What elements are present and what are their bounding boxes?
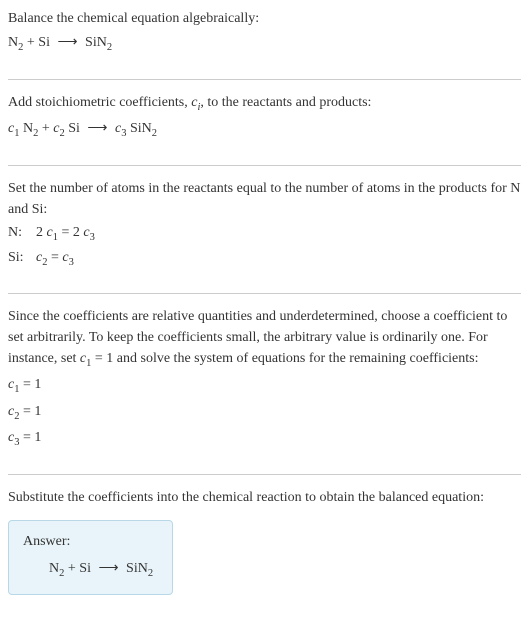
p1: SiN [130,121,152,136]
reactant2: Si [38,35,50,50]
divider [8,79,521,80]
atom-row-n: N: 2 c1 = 2 c3 [8,222,521,246]
eq: = 1 [19,404,41,419]
c2-sub: 2 [59,128,64,139]
section-answer: Substitute the coefficients into the che… [8,487,521,604]
section3-title: Set the number of atoms in the reactants… [8,178,521,220]
section1-title: Balance the chemical equation algebraica… [8,8,521,29]
product1: SiN [85,35,107,50]
atom-label: Si: [8,247,36,268]
arrow-icon: ⟶ [57,32,77,53]
arrow-icon: ⟶ [87,118,107,139]
divider [8,474,521,475]
plus: + [64,561,79,576]
rhs-sub: 3 [69,257,74,268]
divider [8,165,521,166]
title-text1: Add stoichiometric coefficients, [8,95,191,110]
r1: N [23,121,33,136]
atom-label: N: [8,222,36,243]
eq: = 1 [19,377,41,392]
rhs-sub: 3 [90,231,95,242]
answer-equation: N2 + Si ⟶ SiN2 [23,558,158,582]
p1: SiN [126,561,148,576]
section5-title: Substitute the coefficients into the che… [8,487,521,508]
eq: = [47,250,62,265]
section1-equation: N2 + Si ⟶ SiN2 [8,32,521,56]
title-text2: , to the reactants and products: [200,95,371,110]
section-stoichiometric: Add stoichiometric coefficients, ci, to … [8,92,521,153]
r2: Si [68,121,80,136]
section-atoms: Set the number of atoms in the reactants… [8,178,521,281]
answer-label: Answer: [23,531,158,552]
plus: + [23,35,38,50]
r1: N [49,561,59,576]
section-solve: Since the coefficients are relative quan… [8,306,521,462]
rhs-coef: 2 [73,225,84,240]
plus: + [38,121,53,136]
atom-row-si: Si: c2 = c3 [8,247,521,271]
product1-sub: 2 [107,42,112,53]
section2-title: Add stoichiometric coefficients, ci, to … [8,92,521,116]
answer-box: Answer: N2 + Si ⟶ SiN2 [8,520,173,596]
divider [8,293,521,294]
r2: Si [79,561,91,576]
section2-equation: c1 N2 + c2 Si ⟶ c3 SiN2 [8,118,521,142]
coeff-row-3: c3 = 1 [8,427,521,451]
para-text2: = 1 and solve the system of equations fo… [91,351,478,366]
section-balance: Balance the chemical equation algebraica… [8,8,521,67]
coeff-row-2: c2 = 1 [8,401,521,425]
section4-para: Since the coefficients are relative quan… [8,306,521,372]
lhs-coef: 2 [36,225,47,240]
eq: = 1 [19,430,41,445]
coeff-row-1: c1 = 1 [8,374,521,398]
p1-sub: 2 [148,568,153,579]
p1-sub: 2 [152,128,157,139]
eq: = [58,225,73,240]
arrow-icon: ⟶ [98,558,118,579]
reactant1: N [8,35,18,50]
